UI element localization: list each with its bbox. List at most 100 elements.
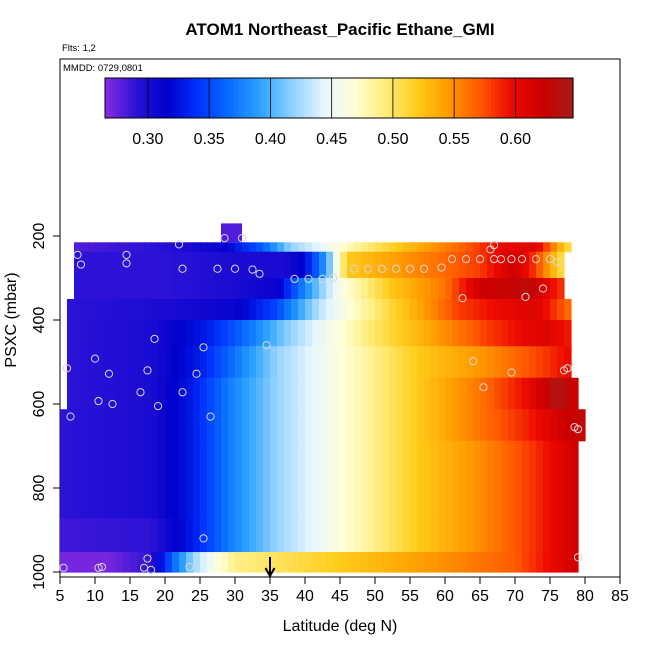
observation-layer xyxy=(59,234,583,575)
heatmap-cell xyxy=(312,518,320,553)
heatmap-cell xyxy=(214,278,222,300)
heatmap-cell xyxy=(221,320,229,347)
heatmap-cell xyxy=(214,552,222,573)
heatmap-cell xyxy=(116,251,124,279)
observation-point xyxy=(143,554,152,563)
heatmap-cell xyxy=(396,409,404,442)
heatmap-cell xyxy=(81,518,89,553)
heatmap-cell xyxy=(536,477,544,520)
heatmap-cell xyxy=(291,552,299,573)
heatmap-cell xyxy=(312,299,320,321)
heatmap-cell xyxy=(242,242,250,253)
heatmap-cell xyxy=(382,440,390,479)
heatmap-cell xyxy=(95,409,103,442)
heatmap-cell xyxy=(431,346,439,379)
observation-point xyxy=(136,388,145,397)
observation-point xyxy=(199,343,208,352)
observation-point xyxy=(262,341,271,350)
heatmap-cell xyxy=(88,518,96,553)
heatmap-cell xyxy=(116,346,124,379)
heatmap-cell xyxy=(179,278,187,300)
heatmap-cell xyxy=(109,552,117,573)
colorbar-swatch xyxy=(190,78,196,118)
heatmap-cell xyxy=(368,552,376,573)
heatmap-cell xyxy=(256,440,264,479)
heatmap-cell xyxy=(389,242,397,253)
heatmap-cell xyxy=(88,278,96,300)
heatmap-cell xyxy=(389,320,397,347)
heatmap-cell xyxy=(235,409,243,442)
heatmap-cell xyxy=(417,440,425,479)
colorbar-swatch xyxy=(261,78,266,118)
heatmap-cell xyxy=(382,409,390,442)
heatmap-cell xyxy=(445,440,453,479)
heatmap-cell xyxy=(333,251,341,279)
heatmap-cell xyxy=(445,518,453,553)
heatmap-cell xyxy=(438,320,446,347)
heatmap-cell xyxy=(144,377,152,410)
heatmap-cell xyxy=(81,242,89,253)
heatmap-cell xyxy=(193,320,201,347)
heatmap-cell xyxy=(326,320,334,347)
heatmap-cell xyxy=(270,278,278,300)
heatmap-cell xyxy=(312,320,320,347)
heatmap-cell xyxy=(291,278,299,300)
heatmap-cell xyxy=(438,242,446,253)
colorbar-swatch xyxy=(561,78,566,118)
heatmap-cell xyxy=(543,552,551,573)
heatmap-cell xyxy=(179,552,187,573)
flights-label: Flts: 1,2 xyxy=(62,43,96,54)
heatmap-cell xyxy=(123,242,131,253)
heatmap-cell xyxy=(340,251,348,279)
colorbar-swatch xyxy=(459,78,465,118)
heatmap-cell xyxy=(557,409,565,442)
observation-point xyxy=(90,354,100,363)
heatmap-cell xyxy=(326,409,334,442)
heatmap-cell xyxy=(368,299,376,321)
colorbar-swatch xyxy=(155,78,161,118)
heatmap-cell xyxy=(543,409,551,442)
heatmap-cell xyxy=(291,346,299,379)
heatmap-cell xyxy=(319,409,327,442)
heatmap-cell xyxy=(550,320,558,347)
x-tick-label: 60 xyxy=(436,588,454,605)
heatmap-cell xyxy=(102,242,110,253)
heatmap-cell xyxy=(109,346,117,379)
heatmap-cell xyxy=(144,242,152,253)
heatmap-cell xyxy=(550,552,558,573)
heatmap-cell xyxy=(508,409,516,442)
heatmap-cell xyxy=(326,552,334,573)
colorbar-swatch xyxy=(510,78,516,118)
heatmap-cell xyxy=(312,242,320,253)
heatmap-cell xyxy=(123,552,131,573)
heatmap-cell xyxy=(452,299,460,321)
heatmap-cell xyxy=(60,477,68,520)
heatmap-cell xyxy=(102,518,110,553)
heatmap-cell xyxy=(557,440,565,479)
heatmap-cell xyxy=(305,251,313,279)
heatmap-cell xyxy=(123,278,131,300)
heatmap-cell xyxy=(130,477,138,520)
colorbar-swatch xyxy=(436,78,441,118)
colorbar-swatch xyxy=(272,78,278,118)
heatmap-cell xyxy=(305,320,313,347)
heatmap-cell xyxy=(214,518,222,553)
heatmap-cell xyxy=(403,320,411,347)
heatmap-cell xyxy=(270,552,278,573)
heatmap-cell xyxy=(445,242,453,253)
heatmap-cell xyxy=(298,346,306,379)
heatmap-cell xyxy=(319,242,327,253)
colorbar-swatch xyxy=(545,78,551,118)
colorbar-swatch xyxy=(541,78,547,118)
heatmap-cell xyxy=(165,346,173,379)
heatmap-cell xyxy=(501,377,509,410)
heatmap-cell xyxy=(326,242,334,253)
heatmap-cell xyxy=(123,440,131,479)
heatmap-cell xyxy=(235,346,243,379)
heatmap-cell xyxy=(361,409,369,442)
heatmap-cell xyxy=(473,477,481,520)
colorbar-swatch xyxy=(479,78,484,118)
heatmap-cell xyxy=(382,299,390,321)
colorbar-swatch xyxy=(366,78,371,118)
